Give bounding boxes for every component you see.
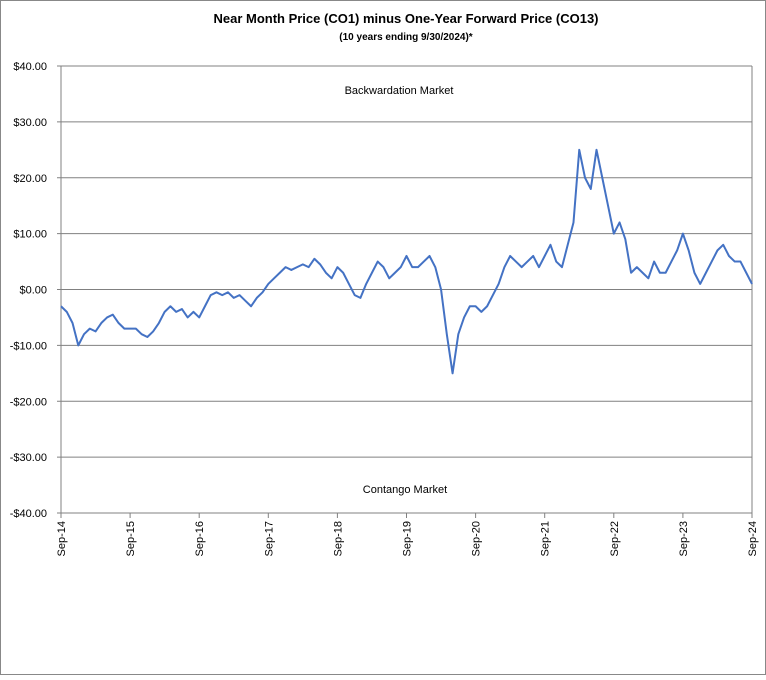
y-tick-label: $40.00 xyxy=(13,61,47,73)
x-tick-label: Sep-17 xyxy=(263,521,275,556)
data-line xyxy=(60,148,753,375)
x-tick-label: Sep-14 xyxy=(56,521,68,556)
x-tick-label: Sep-20 xyxy=(471,521,483,556)
y-tick-label: $10.00 xyxy=(13,229,47,241)
y-tick-label: -$30.00 xyxy=(10,452,47,464)
y-tick-label: $0.00 xyxy=(19,285,47,297)
x-tick-label: Sep-19 xyxy=(402,521,414,556)
chart-subtitle: (10 years ending 9/30/2024)* xyxy=(339,32,473,43)
chart-title: Near Month Price (CO1) minus One-Year Fo… xyxy=(213,11,598,26)
x-tick-label: Sep-22 xyxy=(609,521,621,556)
x-tick-label: Sep-24 xyxy=(747,521,759,556)
y-tick-label: -$10.00 xyxy=(10,340,47,352)
annotation: Backwardation Market xyxy=(345,85,454,97)
y-tick-label: $20.00 xyxy=(13,173,47,185)
annotation: Contango Market xyxy=(363,484,447,496)
x-tick-label: Sep-23 xyxy=(678,521,690,556)
y-tick-label: -$20.00 xyxy=(10,396,47,408)
x-tick-label: Sep-21 xyxy=(540,521,552,556)
y-tick-label: -$40.00 xyxy=(10,508,47,520)
x-tick-label: Sep-18 xyxy=(332,521,344,556)
x-tick-label: Sep-15 xyxy=(125,521,137,556)
x-tick-label: Sep-16 xyxy=(194,521,206,556)
y-tick-label: $30.00 xyxy=(13,117,47,129)
